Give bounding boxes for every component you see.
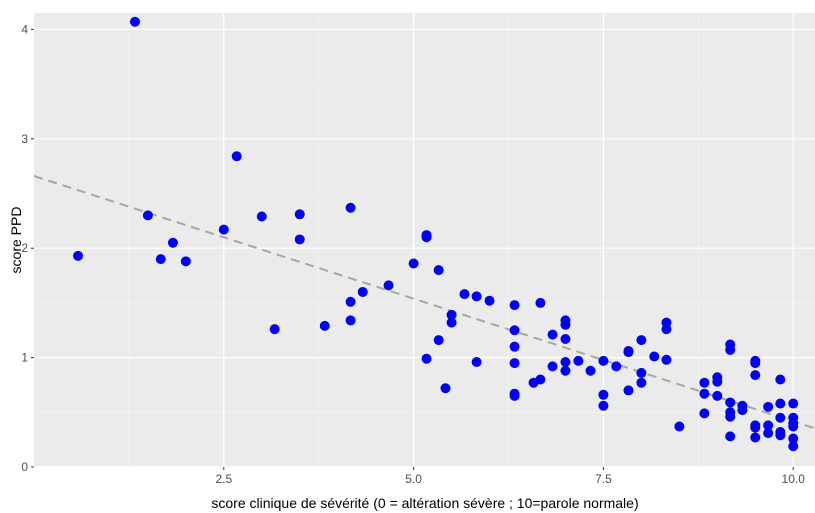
data-point — [129, 16, 140, 27]
data-point — [674, 421, 685, 432]
data-point — [547, 361, 558, 372]
data-point — [737, 405, 748, 416]
data-point — [345, 315, 356, 326]
y-axis-ticks: 0 1 2 3 4 — [21, 22, 34, 474]
data-point — [180, 256, 191, 267]
data-point — [750, 422, 761, 433]
data-point — [598, 355, 609, 366]
data-point — [725, 411, 736, 422]
data-point — [535, 297, 546, 308]
x-tick-label: 10.0 — [782, 472, 806, 486]
data-point — [763, 420, 774, 431]
data-point — [763, 401, 774, 412]
data-point — [459, 289, 470, 300]
trend-line — [33, 175, 815, 430]
data-point — [433, 335, 444, 346]
data-point — [547, 329, 558, 340]
x-axis-title: score clinique de sévérité (0 = altérati… — [211, 495, 638, 511]
data-point — [440, 383, 451, 394]
data-point — [775, 398, 786, 409]
data-point — [294, 209, 305, 220]
data-point — [661, 354, 672, 365]
x-tick-label: 5.0 — [405, 472, 422, 486]
data-point — [560, 334, 571, 345]
data-point — [446, 317, 457, 328]
data-point — [661, 324, 672, 335]
y-tick-label: 3 — [21, 132, 28, 146]
data-point — [484, 295, 495, 306]
x-axis-ticks: 2.5 5.0 7.5 10.0 — [215, 467, 805, 486]
data-point — [509, 341, 520, 352]
data-point — [357, 286, 368, 297]
data-point — [598, 400, 609, 411]
data-point — [636, 377, 647, 388]
data-point — [573, 355, 584, 366]
data-point — [712, 390, 723, 401]
data-point — [699, 388, 710, 399]
data-point — [509, 300, 520, 311]
data-point — [383, 280, 394, 291]
data-point — [585, 365, 596, 376]
data-point — [560, 365, 571, 376]
data-point — [408, 258, 419, 269]
data-point — [775, 374, 786, 385]
data-point — [611, 361, 622, 372]
data-point — [345, 202, 356, 213]
data-point — [433, 265, 444, 276]
data-point — [421, 353, 432, 364]
data-point — [598, 389, 609, 400]
data-point — [725, 397, 736, 408]
data-point — [345, 296, 356, 307]
y-axis-title: score PPD — [8, 207, 24, 274]
data-point — [788, 441, 799, 452]
data-point — [269, 324, 280, 335]
data-point — [142, 210, 153, 221]
data-point — [725, 344, 736, 355]
data-point — [319, 320, 330, 331]
data-point — [218, 224, 229, 235]
y-tick-label: 4 — [21, 22, 28, 36]
data-point — [509, 325, 520, 336]
data-point — [231, 151, 242, 162]
data-point — [471, 356, 482, 367]
y-tick-label: 2 — [21, 241, 28, 255]
data-point — [750, 432, 761, 443]
data-point — [560, 319, 571, 330]
x-tick-label: 7.5 — [595, 472, 612, 486]
data-point — [750, 370, 761, 381]
data-point — [421, 232, 432, 243]
data-point — [763, 428, 774, 439]
data-point — [73, 250, 84, 261]
data-point — [788, 421, 799, 432]
data-point — [535, 374, 546, 385]
data-point — [788, 433, 799, 444]
data-point — [636, 367, 647, 378]
y-tick-label: 0 — [21, 460, 28, 474]
data-point — [256, 211, 267, 222]
data-point — [775, 430, 786, 441]
y-tick-label: 1 — [21, 351, 28, 365]
data-point — [775, 412, 786, 423]
data-point — [167, 237, 178, 248]
data-point — [471, 291, 482, 302]
data-point — [560, 356, 571, 367]
data-point — [623, 385, 634, 396]
x-tick-label: 2.5 — [215, 472, 232, 486]
data-point — [294, 234, 305, 245]
data-point — [636, 335, 647, 346]
data-point — [750, 358, 761, 369]
data-point — [649, 351, 660, 362]
data-point — [623, 347, 634, 358]
data-point — [788, 398, 799, 409]
data-point — [446, 309, 457, 320]
data-points — [73, 16, 799, 452]
data-point — [509, 390, 520, 401]
data-point — [712, 376, 723, 387]
data-point — [699, 408, 710, 419]
data-point — [155, 254, 166, 265]
data-point — [509, 358, 520, 369]
data-point — [725, 431, 736, 442]
data-point — [699, 377, 710, 388]
